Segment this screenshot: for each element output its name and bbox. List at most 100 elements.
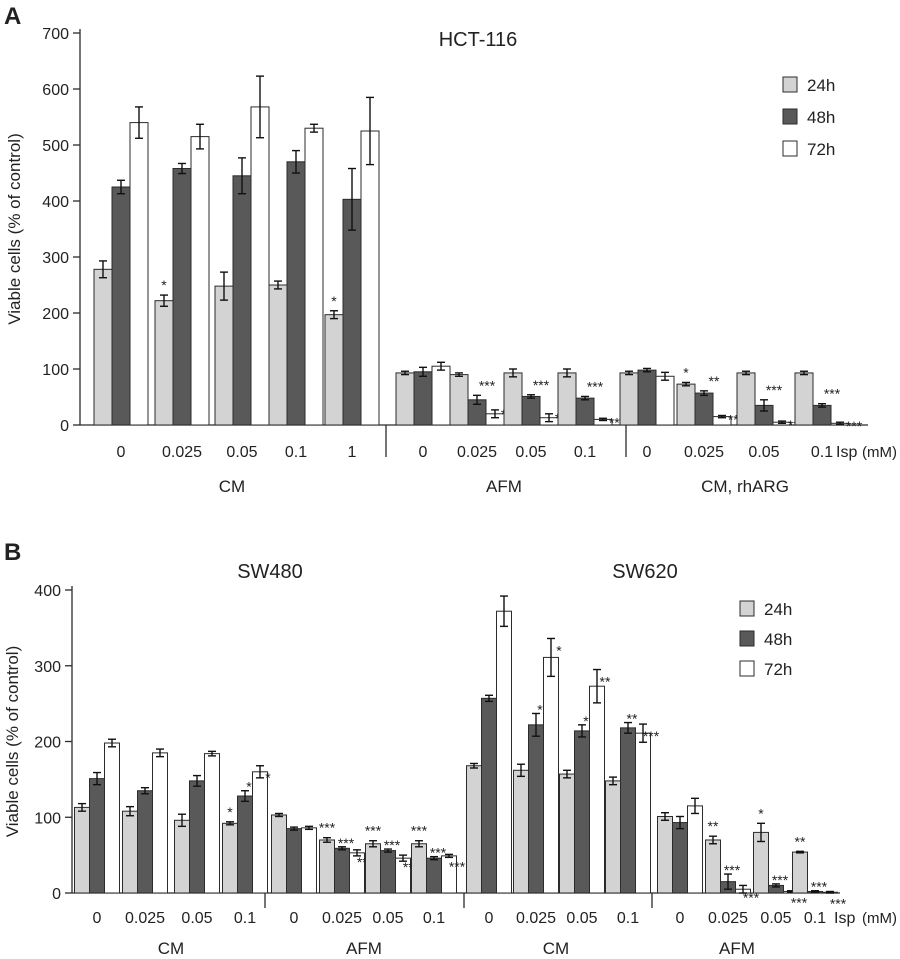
- x-tick-label: 0.025: [457, 444, 497, 461]
- significance-mark: ***: [724, 862, 741, 878]
- legend-label: 24h: [807, 76, 835, 95]
- y-tick-label: 200: [34, 735, 61, 752]
- significance-mark: **: [709, 373, 720, 389]
- units-label: (mM): [862, 910, 897, 927]
- legend-swatch-24h: [739, 600, 755, 617]
- bar-24h: [74, 806, 90, 894]
- bar-24h: [222, 822, 238, 894]
- group-label: AFM: [346, 939, 382, 958]
- x-tick-label: 0.05: [515, 444, 546, 461]
- bar-72h: [250, 106, 270, 426]
- bar-48h: [334, 847, 350, 894]
- x-tick-label: 0: [419, 444, 428, 461]
- panel-b-letter: B: [4, 539, 21, 566]
- y-tick-label: 100: [34, 810, 61, 827]
- bar-24h: [411, 843, 427, 894]
- y-axis-title: Viable cells (% of control): [3, 646, 22, 838]
- significance-mark: **: [600, 674, 611, 690]
- bar-72h: [655, 375, 675, 426]
- bar-24h: [93, 268, 113, 426]
- bar-72h: [190, 136, 210, 426]
- significance-mark: ***: [338, 835, 355, 851]
- significance-mark: ***: [479, 377, 496, 393]
- significance-mark: ***: [449, 858, 466, 874]
- y-tick-label: 200: [42, 306, 69, 323]
- chart-title: SW480: [237, 561, 303, 583]
- bar-48h: [172, 168, 192, 426]
- x-tick-label: 0.1: [234, 910, 256, 927]
- bar-48h: [637, 369, 657, 426]
- x-tick-label: 0: [93, 910, 102, 927]
- bar-24h: [705, 839, 721, 894]
- y-tick-label: 400: [42, 194, 69, 211]
- y-tick-label: 600: [42, 82, 69, 99]
- x-tick-label: 0.025: [708, 910, 748, 927]
- panel-a-letter: A: [4, 3, 21, 30]
- x-tick-label: 0: [676, 910, 685, 927]
- bar-48h: [812, 404, 832, 426]
- bar-24h: [619, 372, 639, 426]
- significance-mark: ***: [772, 872, 789, 888]
- bar-72h: [104, 742, 120, 894]
- bar-48h: [232, 175, 252, 426]
- significance-mark: **: [708, 818, 719, 834]
- x-tick-label: 0.1: [574, 444, 596, 461]
- legend-swatch-72h: [739, 660, 755, 677]
- bar-48h: [286, 828, 302, 894]
- x-tick-label: 1: [348, 444, 357, 461]
- bar-24h: [736, 372, 756, 426]
- x-tick-label: 0.1: [617, 910, 639, 927]
- bar-24h: [657, 815, 673, 894]
- x-tick-label: 0: [290, 910, 299, 927]
- significance-mark: ***: [384, 837, 401, 853]
- bar-24h: [319, 839, 335, 894]
- bar-48h: [521, 395, 541, 426]
- legend-swatch-48h: [739, 630, 755, 647]
- legend-label: 48h: [764, 630, 792, 649]
- group-label: AFM: [719, 939, 755, 958]
- x-tick-label: 0.05: [181, 910, 212, 927]
- y-tick-label: 300: [34, 659, 61, 676]
- bar-72h: [496, 610, 512, 894]
- y-tick-label: 0: [52, 886, 61, 903]
- bar-48h: [380, 850, 396, 894]
- bar-24h: [557, 372, 577, 426]
- legend-label: 24h: [764, 600, 792, 619]
- significance-mark: *: [758, 805, 764, 821]
- significance-mark: *: [227, 804, 233, 820]
- legend-swatch-48h: [782, 108, 798, 125]
- y-tick-label: 300: [42, 250, 69, 267]
- significance-mark: ***: [533, 377, 550, 393]
- significance-mark: *: [683, 364, 689, 380]
- significance-mark: ***: [766, 382, 783, 398]
- bar-48h: [237, 795, 253, 894]
- x-tick-label: 0.025: [322, 910, 362, 927]
- group-label: CM, rhARG: [701, 477, 789, 496]
- x-tick-label: 0.05: [748, 444, 779, 461]
- bar-72h: [304, 127, 324, 426]
- significance-mark: *: [583, 713, 589, 729]
- significance-mark: *: [556, 642, 562, 658]
- x-tick-label: 0: [643, 444, 652, 461]
- legend-swatch-72h: [782, 140, 798, 157]
- y-axis-title: Viable cells (% of control): [5, 133, 24, 325]
- bar-24h: [122, 810, 138, 894]
- bar-24h: [324, 314, 344, 426]
- significance-mark: ***: [365, 823, 382, 839]
- bar-48h: [694, 392, 714, 426]
- legend-swatch-24h: [782, 76, 798, 93]
- isp-label: Isp: [834, 910, 855, 927]
- bar-24h: [559, 773, 575, 894]
- isp-label: Isp: [836, 444, 857, 461]
- bar-24h: [214, 285, 234, 426]
- bar-72h: [252, 771, 268, 894]
- x-tick-label: 0.1: [423, 910, 445, 927]
- y-tick-label: 700: [42, 26, 69, 43]
- chart-title: SW620: [612, 561, 678, 583]
- bar-72h: [301, 827, 317, 894]
- group-label: CM: [219, 477, 245, 496]
- bar-72h: [204, 753, 220, 894]
- significance-mark: *: [265, 770, 271, 786]
